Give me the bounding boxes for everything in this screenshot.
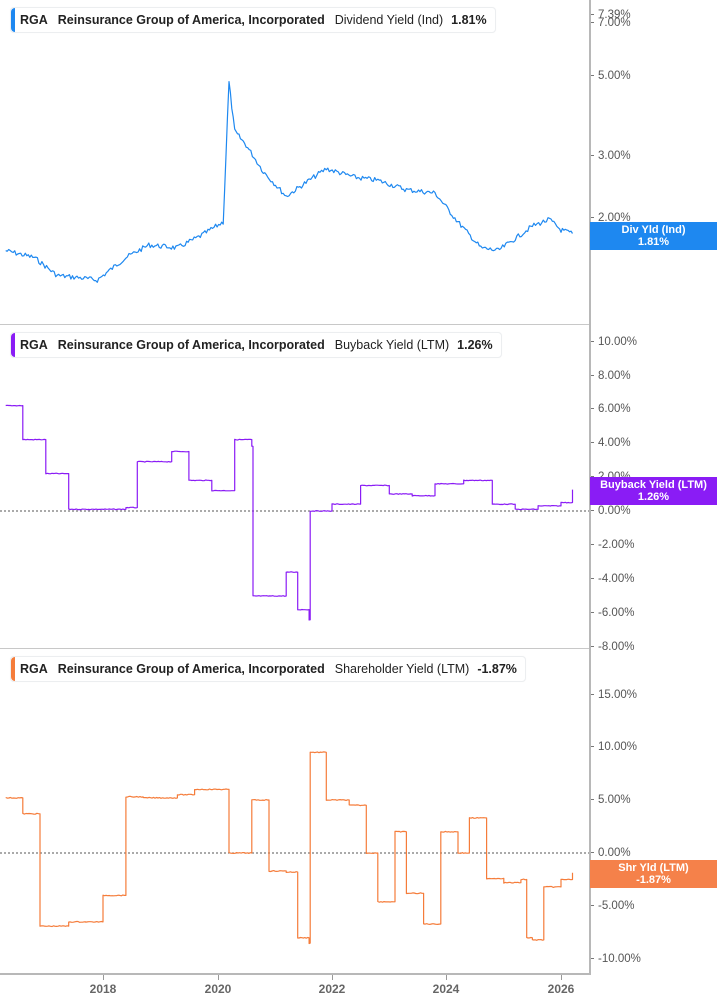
metric-name: Shareholder Yield (LTM) [334,662,470,676]
y-tick-label: 0.00% [591,847,631,859]
y-tick-label: 15.00% [591,689,637,701]
shareholder-yield-panel: RGA Reinsurance Group of America, Incorp… [0,649,589,973]
y-tick-label: 0.00% [591,505,631,517]
shareholder-yield-legend[interactable]: RGA Reinsurance Group of America, Incorp… [10,656,526,682]
y-tick-label: 6.00% [591,403,631,415]
x-tick-label: 2020 [204,982,232,996]
flag-label: Div Yld (Ind) [621,224,686,236]
company-name: Reinsurance Group of America, Incorporat… [57,13,325,27]
dividend-yield-value-flag: Div Yld (Ind) 1.81% [590,222,717,250]
metric-name: Buyback Yield (LTM) [334,338,450,352]
shareholder-yield-line [0,751,589,945]
metric-name: Dividend Yield (Ind) [334,13,444,27]
ticker-label: RGA [20,338,48,352]
y-tick-label: -4.00% [591,573,634,585]
buyback-yield-line [0,404,589,621]
series-color-swatch [11,8,15,32]
x-tick-label: 2018 [89,982,117,996]
x-tick-label: 2022 [318,982,346,996]
x-tick-mark [561,975,562,980]
y-tick-label: 7.00% [591,17,631,29]
ticker-label: RGA [20,13,48,27]
x-tick-label: 2026 [547,982,575,996]
y-tick-label: 3.00% [591,150,631,162]
current-value: -1.87% [477,662,517,676]
x-tick-label: 2024 [432,982,460,996]
y-tick-label: 2.00% [591,212,631,224]
flag-label: Buyback Yield (LTM) [600,479,707,491]
shareholder-yield-value-flag: Shr Yld (LTM) -1.87% [590,860,717,888]
y-tick-label: -6.00% [591,607,634,619]
y-tick-label: 10.00% [591,336,637,348]
flag-value: 1.26% [637,491,670,503]
y-tick-label: -2.00% [591,539,634,551]
flag-value: -1.87% [636,874,671,886]
flag-value: 1.81% [637,236,670,248]
series-color-swatch [11,657,15,681]
ticker-label: RGA [20,662,48,676]
buyback-yield-panel: RGA Reinsurance Group of America, Incorp… [0,325,589,648]
x-tick-mark [103,975,104,980]
dividend-yield-legend[interactable]: RGA Reinsurance Group of America, Incorp… [10,7,496,33]
x-tick-mark [332,975,333,980]
current-value: 1.26% [457,338,493,352]
y-tick-label: -10.00% [591,953,641,965]
y-tick-label: 8.00% [591,370,631,382]
buyback-yield-value-flag: Buyback Yield (LTM) 1.26% [590,477,717,505]
buyback-yield-legend[interactable]: RGA Reinsurance Group of America, Incorp… [10,332,502,358]
dividend-yield-panel: RGA Reinsurance Group of America, Incorp… [0,0,589,324]
y-tick-label: -5.00% [591,900,634,912]
flag-label: Shr Yld (LTM) [618,862,689,874]
dividend-yield-line [5,80,574,283]
y-tick-label: 5.00% [591,70,631,82]
company-name: Reinsurance Group of America, Incorporat… [57,662,325,676]
y-tick-label: 4.00% [591,437,631,449]
y-tick-label: -8.00% [591,641,634,653]
y-tick-label: 10.00% [591,741,637,753]
company-name: Reinsurance Group of America, Incorporat… [57,338,325,352]
current-value: 1.81% [451,13,487,27]
x-tick-mark [446,975,447,980]
panel-divider [0,324,589,325]
panel-divider [0,648,589,649]
x-tick-mark [218,975,219,980]
series-color-swatch [11,333,15,357]
y-tick-label: 5.00% [591,794,631,806]
x-axis-line [0,973,591,975]
